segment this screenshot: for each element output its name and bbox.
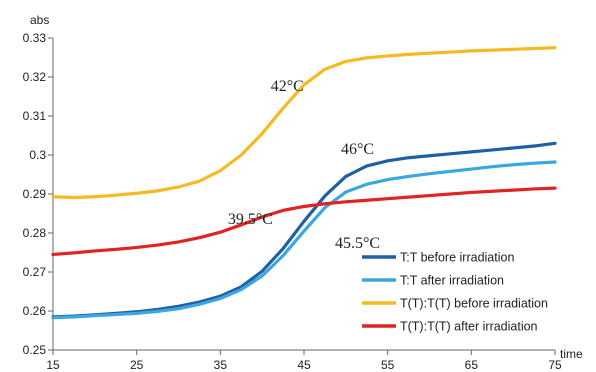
- annotations-layer: 42°C 39.5°C 46°C 45.5°C: [228, 78, 380, 252]
- legend-label: T:T after irradiation: [400, 274, 504, 288]
- series-line-3: [51, 46, 557, 200]
- x-tick-label: 25: [130, 358, 144, 372]
- legend-label: T(T):T(T) after irradiation: [400, 320, 538, 334]
- x-axis-title: time: [560, 347, 583, 361]
- y-tick-label: 0.3: [29, 148, 46, 162]
- y-tick-label: 0.31: [23, 109, 47, 123]
- y-tick-label: 0.25: [23, 343, 47, 357]
- x-tick-label: 55: [381, 358, 395, 372]
- y-tick-label: 0.28: [23, 226, 47, 240]
- annotation-label: 46°C: [341, 141, 374, 158]
- annotation-label: 42°C: [271, 78, 304, 95]
- x-tick-label: 15: [46, 358, 60, 372]
- y-tick-label: 0.32: [23, 70, 47, 84]
- x-tick-label: 35: [214, 358, 228, 372]
- legend-label: T:T before irradiation: [400, 251, 514, 265]
- y-tick-label: 0.27: [23, 265, 47, 279]
- y-tick-label: 0.26: [23, 304, 47, 318]
- x-tick-label: 65: [465, 358, 479, 372]
- y-axis-title: abs: [30, 13, 49, 27]
- series-line-2: [51, 160, 557, 320]
- y-tick-label: 0.29: [23, 187, 47, 201]
- annotation-label: 39.5°C: [228, 211, 273, 228]
- ticks-layer: 0.25 0.26 0.27 0.28 0.29 0.3 0.31 0.32 0.33 15 25 3…: [23, 31, 562, 372]
- legend-label: T(T):T(T) before irradiation: [400, 297, 548, 311]
- x-tick-label: 45: [297, 358, 311, 372]
- annotation-label: 45.5°C: [335, 235, 380, 252]
- series-line-4: [51, 186, 557, 257]
- legend: T:T before irradiation T:T after irradiat…: [362, 251, 548, 334]
- y-tick-label: 0.33: [23, 31, 47, 45]
- x-tick-label: 75: [548, 358, 562, 372]
- series-layer: [51, 46, 557, 320]
